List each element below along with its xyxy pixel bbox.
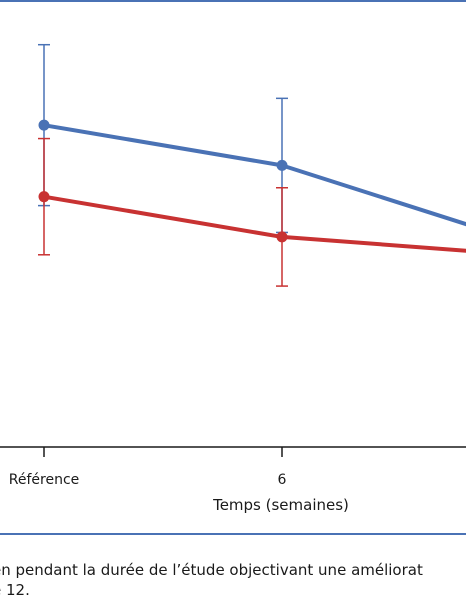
top-rule xyxy=(0,0,466,2)
data-point xyxy=(38,119,50,131)
x-tick-label: 6 xyxy=(278,472,287,488)
caption-line-2: e 12. xyxy=(0,581,30,599)
caption-line-1: en pendant la durée de l’étude objectiva… xyxy=(0,561,423,579)
line-chart: Référence612 Temps (semaines) xyxy=(0,43,466,514)
data-point xyxy=(276,159,288,171)
figure-caption: en pendant la durée de l’étude objectiva… xyxy=(0,560,466,600)
series-line-1 xyxy=(43,123,466,227)
x-tick-label: Référence xyxy=(9,472,80,488)
data-point xyxy=(38,191,50,203)
bottom-rule xyxy=(0,533,466,535)
x-axis-title: Temps (semaines) xyxy=(212,496,349,514)
data-point xyxy=(276,231,288,243)
